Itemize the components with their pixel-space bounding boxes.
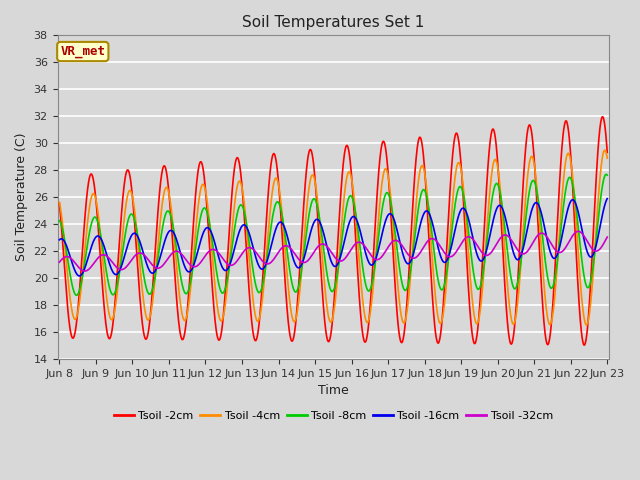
Tsoil -2cm	[56, 200, 63, 206]
Tsoil -8cm	[604, 172, 611, 178]
Tsoil -2cm	[98, 274, 106, 279]
Tsoil -8cm	[310, 196, 317, 202]
X-axis label: Time: Time	[318, 384, 349, 397]
Tsoil -32cm	[81, 268, 88, 274]
Tsoil -32cm	[300, 260, 307, 265]
Tsoil -16cm	[99, 238, 106, 244]
Tsoil -2cm	[367, 290, 375, 296]
Tsoil -8cm	[73, 292, 81, 298]
Y-axis label: Soil Temperature (C): Soil Temperature (C)	[15, 133, 28, 262]
Tsoil -8cm	[300, 253, 307, 259]
Tsoil -2cm	[598, 114, 606, 120]
Tsoil -8cm	[367, 283, 375, 288]
Line: Tsoil -8cm: Tsoil -8cm	[60, 174, 607, 295]
Tsoil -32cm	[310, 250, 317, 256]
Tsoil -4cm	[56, 199, 63, 205]
Line: Tsoil -4cm: Tsoil -4cm	[60, 150, 607, 325]
Tsoil -8cm	[99, 241, 106, 247]
Text: VR_met: VR_met	[60, 45, 106, 58]
Tsoil -16cm	[76, 273, 83, 279]
Tsoil -32cm	[56, 259, 63, 265]
Tsoil -2cm	[300, 211, 307, 216]
Tsoil -32cm	[120, 265, 128, 271]
Tsoil -4cm	[601, 147, 609, 153]
Tsoil -4cm	[120, 217, 128, 223]
Tsoil -2cm	[580, 342, 588, 348]
Tsoil -2cm	[604, 149, 611, 155]
Tsoil -2cm	[309, 156, 317, 162]
Line: Tsoil -32cm: Tsoil -32cm	[60, 231, 607, 271]
Tsoil -16cm	[300, 257, 307, 263]
Tsoil -32cm	[575, 228, 582, 234]
Title: Soil Temperatures Set 1: Soil Temperatures Set 1	[242, 15, 424, 30]
Tsoil -4cm	[582, 322, 590, 328]
Tsoil -4cm	[300, 249, 307, 254]
Tsoil -16cm	[367, 262, 375, 268]
Line: Tsoil -16cm: Tsoil -16cm	[60, 199, 607, 276]
Tsoil -8cm	[289, 281, 296, 287]
Line: Tsoil -2cm: Tsoil -2cm	[60, 117, 607, 345]
Tsoil -16cm	[56, 237, 63, 243]
Tsoil -32cm	[367, 253, 375, 259]
Tsoil -8cm	[56, 218, 63, 224]
Tsoil -32cm	[604, 234, 611, 240]
Tsoil -8cm	[120, 237, 128, 242]
Tsoil -4cm	[98, 246, 106, 252]
Tsoil -2cm	[120, 183, 128, 189]
Tsoil -16cm	[604, 196, 611, 202]
Tsoil -32cm	[289, 247, 296, 253]
Tsoil -16cm	[310, 221, 317, 227]
Tsoil -4cm	[309, 172, 317, 178]
Tsoil -4cm	[288, 313, 296, 319]
Tsoil -4cm	[367, 303, 375, 309]
Tsoil -4cm	[604, 156, 611, 161]
Tsoil -16cm	[289, 252, 296, 258]
Legend: Tsoil -2cm, Tsoil -4cm, Tsoil -8cm, Tsoil -16cm, Tsoil -32cm: Tsoil -2cm, Tsoil -4cm, Tsoil -8cm, Tsoi…	[109, 407, 557, 425]
Tsoil -16cm	[120, 253, 128, 259]
Tsoil -8cm	[602, 171, 610, 177]
Tsoil -2cm	[288, 338, 296, 344]
Tsoil -32cm	[99, 252, 106, 258]
